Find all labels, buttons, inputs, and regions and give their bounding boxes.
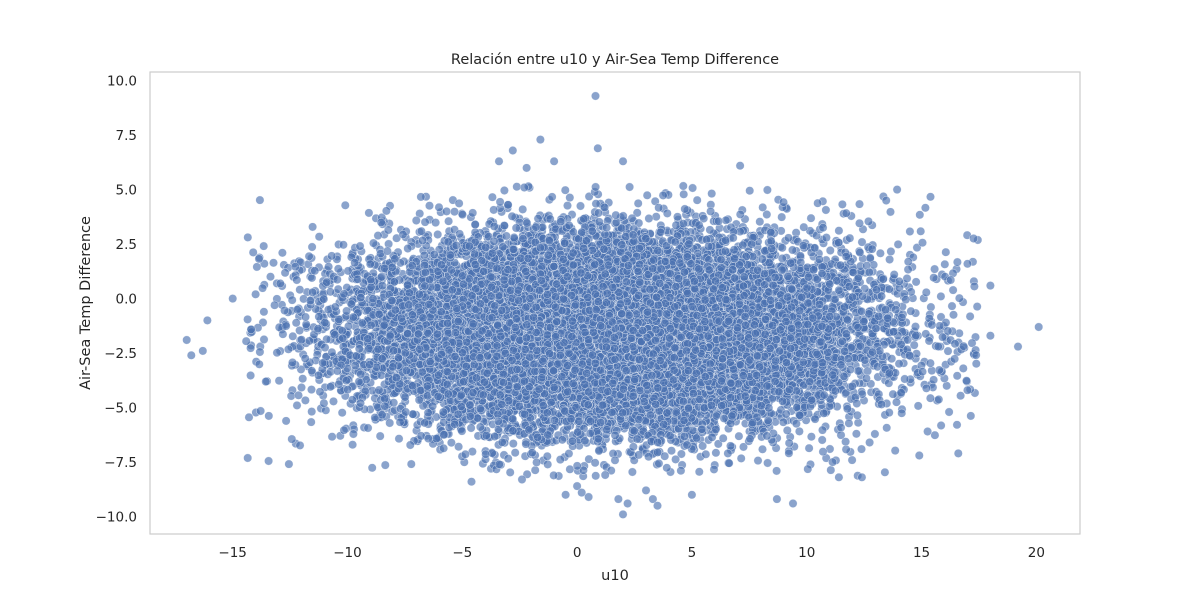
scatter-point — [886, 247, 896, 256]
scatter-point — [972, 302, 982, 312]
scatter-point — [662, 463, 672, 473]
scatter-point — [952, 420, 962, 430]
scatter-point — [818, 425, 827, 435]
scatter-point — [736, 453, 746, 463]
scatter-point — [688, 183, 698, 193]
scatter-point — [958, 363, 968, 373]
scatter-point — [468, 208, 478, 218]
scatter-point — [291, 318, 301, 328]
scatter-point — [442, 206, 452, 216]
scatter-point — [292, 305, 302, 315]
scatter-point — [794, 426, 804, 436]
scatter-point — [281, 321, 291, 331]
scatter-point — [821, 205, 831, 215]
scatter-point — [431, 218, 441, 228]
scatter-point — [892, 185, 902, 195]
scatter-point — [380, 460, 390, 470]
scatter-point — [565, 193, 575, 203]
scatter-point — [508, 439, 518, 449]
scatter-point — [885, 255, 895, 264]
scatter-point — [499, 186, 509, 195]
scatter-point — [590, 458, 600, 468]
scatter-point — [926, 302, 936, 312]
scatter-point — [503, 454, 513, 464]
scatter-point — [707, 189, 717, 199]
scatter-point — [915, 210, 925, 220]
scatter-point — [971, 359, 981, 369]
scatter-point — [375, 431, 385, 441]
scatter-point — [875, 248, 885, 258]
points-layer — [182, 91, 1044, 519]
scatter-point — [487, 192, 497, 202]
chart-title: Relación entre u10 y Air-Sea Temp Differ… — [451, 52, 779, 68]
scatter-point — [470, 220, 480, 229]
scatter-point — [642, 190, 652, 200]
scatter-point — [281, 416, 291, 426]
scatter-point — [308, 222, 318, 232]
scatter-point — [591, 471, 601, 481]
scatter-point — [943, 346, 953, 356]
scatter-point — [518, 204, 528, 214]
scatter-point — [886, 207, 895, 217]
scatter-point — [942, 381, 952, 391]
scatter-point — [948, 285, 958, 295]
scatter-point — [936, 421, 946, 430]
scatter-point — [259, 241, 269, 251]
scatter-point — [857, 444, 866, 454]
scatter-point — [329, 396, 338, 406]
scatter-point — [806, 432, 816, 442]
scatter-point — [763, 458, 773, 468]
scatter-point — [905, 227, 915, 236]
scatter-point — [870, 429, 880, 439]
scatter-point — [679, 189, 689, 199]
scatter-point — [269, 258, 278, 268]
scatter-point — [926, 192, 935, 202]
scatter-point — [505, 467, 515, 477]
